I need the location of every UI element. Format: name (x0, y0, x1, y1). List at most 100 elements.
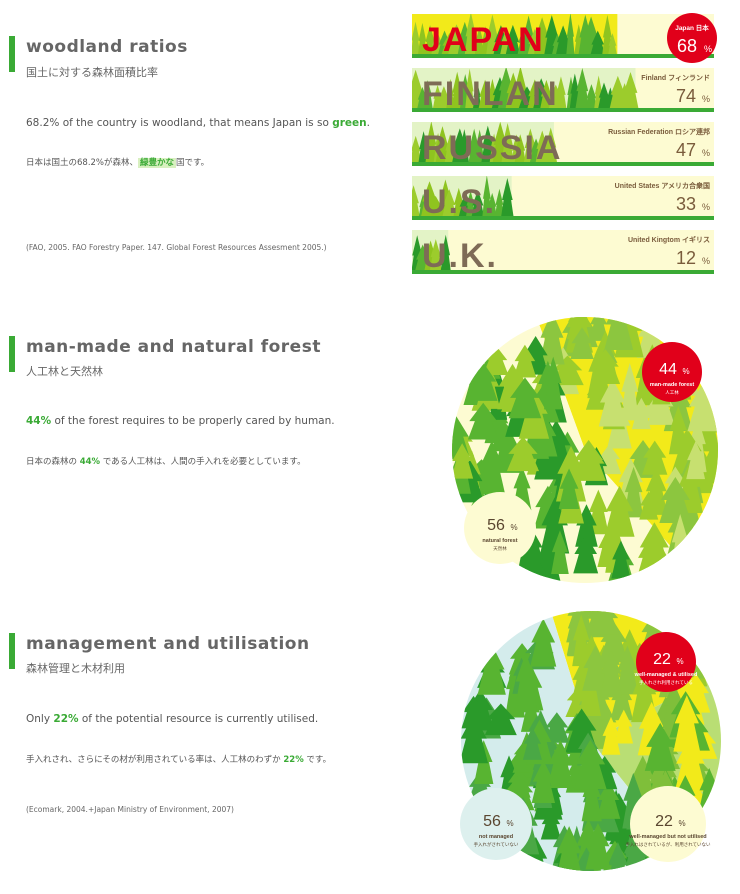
row-baseline (412, 54, 714, 58)
tree-mark (600, 649, 623, 698)
row-background (412, 230, 714, 270)
tree-mark (555, 76, 567, 108)
country-row: U.K. (412, 230, 714, 270)
tree-mark (616, 645, 639, 695)
slice-value-label: 44 (659, 361, 677, 378)
tree-mark (551, 530, 569, 574)
tree-mark (514, 134, 526, 162)
tree-mark (622, 71, 639, 108)
slice-badge (460, 788, 532, 860)
tree-mark (614, 709, 634, 744)
slice-name-label: well-managed but not utilised (628, 834, 706, 840)
tree-mark (555, 826, 583, 871)
tree-mark (418, 22, 427, 54)
tree-mark (513, 344, 537, 378)
slice-unit-label: % (682, 367, 689, 376)
woodland-text-jp: 日本は国土の68.2%が森林、 緑豊かな 国です。 (26, 158, 210, 168)
tree-mark (608, 33, 617, 54)
tree-mark (639, 491, 659, 520)
tree-mark (540, 808, 562, 840)
tree-mark (647, 387, 675, 425)
tree-mark (435, 126, 450, 162)
tree-mark (505, 24, 520, 54)
slice-badge (464, 492, 536, 564)
row-baseline (412, 270, 714, 274)
tree-mark (501, 122, 514, 162)
tree-mark (464, 14, 477, 54)
country-row: FINLAN (412, 68, 714, 113)
tree-mark (412, 135, 422, 162)
row-baseline (412, 108, 714, 112)
tree-mark (539, 317, 565, 365)
tree-mark (471, 190, 484, 216)
tree-mark (556, 25, 571, 54)
tree-mark (544, 712, 570, 743)
japan-badge (667, 13, 717, 63)
tree-mark (668, 405, 688, 455)
tree-mark (631, 397, 651, 430)
slice-name-jp-label: 手入れがされていない (474, 841, 519, 848)
tree-mark (418, 131, 429, 162)
tree-mark (412, 21, 421, 54)
tree-mark (544, 127, 557, 162)
tree-mark (474, 26, 485, 54)
forest-type-text-jp: 日本の森林の 44% である人工林は、人間の手入れを必要としています。 (26, 457, 306, 467)
tree-mark (585, 823, 611, 870)
slice-name-jp-label: 手入れされ利用されている (639, 679, 693, 686)
tree-mark (438, 86, 450, 108)
tree-mark (620, 362, 640, 421)
slice-value-label: 56 (483, 813, 501, 830)
tree-mark (478, 440, 506, 495)
tree-mark (475, 129, 485, 162)
slice-value-label: 56 (487, 517, 505, 534)
section-subtitle-management: 森林管理と木材利用 (26, 662, 125, 675)
tree-mark (606, 841, 630, 871)
tree-mark (535, 130, 549, 162)
tree-mark (461, 695, 486, 729)
tree-mark (585, 84, 597, 108)
tree-mark (484, 703, 517, 736)
country-name-label: United States アメリカ合衆国 (615, 181, 710, 190)
tree-mark (610, 679, 634, 721)
country-code-label: FINLAN (422, 75, 559, 113)
tree-mark (452, 443, 474, 479)
woodland-source: (FAO, 2005. FAO Forestry Paper. 147. Glo… (26, 243, 327, 252)
tree-mark (424, 24, 436, 54)
tree-mark (444, 134, 456, 162)
tree-mark (581, 772, 602, 822)
tree-mark (530, 618, 557, 667)
tree-mark (604, 485, 635, 537)
tree-mark (495, 188, 504, 216)
tree-mark (574, 739, 607, 790)
slice-unit-label: % (678, 819, 685, 828)
slice-badge (642, 342, 702, 402)
tree-mark (522, 727, 542, 760)
tree-mark (570, 327, 594, 360)
badge-managed-not-utilised: 22 % well-managed but not utilised手入れはされてい… (625, 786, 711, 862)
slice-name-jp-label: 天然林 (493, 545, 507, 552)
country-name-label: Russian Federation ロシア連邦 (608, 127, 710, 136)
slice-unit-label: % (676, 657, 683, 666)
tree-mark (599, 621, 629, 663)
section-subtitle-forest-type: 人工林と天然林 (26, 365, 103, 378)
tree-mark (590, 30, 605, 54)
slice-value-label: 22 (655, 813, 673, 830)
tree-mark (573, 534, 599, 574)
tree-mark (506, 436, 540, 472)
country-row: RUSSIA (412, 122, 714, 167)
ratio-unit-label: % (702, 256, 710, 266)
tree-mark (611, 540, 631, 579)
country-code-label: RUSSIA (422, 129, 562, 167)
slice-name-label: natural forest (482, 538, 517, 544)
tree-mark (461, 713, 489, 764)
slice-unit-label: % (510, 523, 517, 532)
tree-mark (442, 189, 456, 216)
slice-name-label: man-made forest (650, 382, 694, 388)
tree-mark (446, 78, 455, 108)
ratio-unit-label: % (702, 94, 710, 104)
tree-mark (477, 644, 506, 695)
tree-mark (601, 716, 621, 755)
